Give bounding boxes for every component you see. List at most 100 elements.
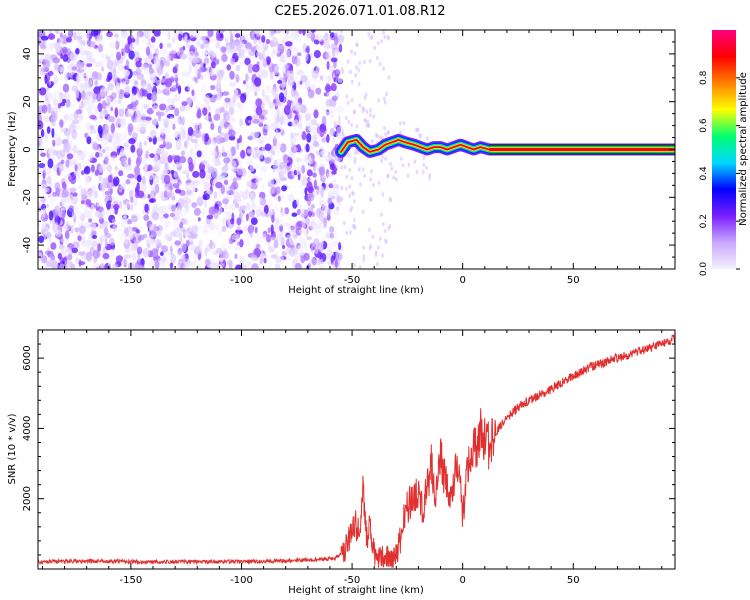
spectrogram-cell (58, 65, 66, 73)
spectrogram-cell (428, 172, 431, 178)
spectrogram-cell (85, 63, 93, 68)
spectrogram-cell (233, 88, 238, 95)
spectrogram-cell (306, 236, 312, 241)
spectrogram-cell (80, 100, 84, 109)
spectrogram-cell (135, 60, 142, 68)
spectrogram-cell (296, 69, 304, 76)
spectrogram-cell (380, 158, 384, 164)
x-tick-label: 50 (567, 575, 580, 586)
spectrogram-cell (204, 133, 209, 142)
spectrogram-cell (105, 96, 112, 106)
spectrogram-cell (358, 265, 362, 269)
spectrogram-cell (66, 64, 74, 72)
spectrogram-cell (167, 190, 175, 198)
spectrogram-cell (122, 69, 130, 77)
spectrogram-cell (218, 257, 224, 263)
spectrogram-cell (367, 32, 371, 37)
spectrogram-cell (89, 114, 97, 120)
spectrogram-cell (323, 217, 328, 228)
spectrogram-cell (177, 258, 184, 266)
spectrogram-cell (101, 66, 105, 72)
spectrogram-cell (307, 196, 312, 207)
spectrogram-cell (187, 198, 191, 208)
spectrogram-cell (94, 210, 101, 218)
spectrogram-cell (255, 106, 263, 116)
spectrogram-cell (96, 264, 100, 269)
spectrogram-cell (336, 34, 345, 44)
spectrogram-cell (269, 188, 273, 196)
spectrogram-cell (383, 100, 387, 105)
spectrogram-cell (382, 66, 385, 71)
spectrogram-cell (234, 33, 241, 38)
spectrogram-cell (38, 173, 41, 179)
spectrogram-cell (287, 162, 290, 167)
spectrogram-cell (63, 256, 68, 262)
spectrogram-cell (358, 103, 362, 108)
spectrogram-cell (94, 169, 100, 176)
spectrogram-cell (235, 64, 241, 72)
spectrogram-cell (313, 50, 321, 59)
spectrogram-cell (38, 140, 41, 147)
spectrogram-cell (112, 66, 117, 77)
spectrogram-cell (139, 264, 145, 269)
spectrogram-cell (92, 184, 97, 191)
spectrogram-cell (300, 208, 308, 218)
spectrogram-cell (54, 133, 60, 143)
spectrogram-cell (38, 166, 42, 175)
spectrogram-cell (249, 192, 256, 203)
spectrogram-cell (179, 53, 187, 60)
spectrogram-cell (205, 171, 209, 182)
spectrogram-cell (261, 49, 266, 60)
spectrogram-cell (163, 220, 170, 228)
spectrogram-cell (337, 78, 343, 83)
spectrogram-cell (273, 239, 279, 249)
spectrogram-cell (74, 227, 80, 233)
spectrogram-cell (179, 198, 184, 209)
spectrogram-cell (388, 223, 392, 229)
spectrogram-cell (191, 253, 199, 260)
spectrogram-cell (171, 99, 178, 104)
spectrogram-cell (154, 48, 159, 57)
spectrogram-cell (332, 229, 338, 240)
spectrogram-cell (380, 39, 383, 44)
spectrogram-cell (147, 194, 151, 199)
spectrogram-cell (200, 84, 207, 95)
spectrogram-cell (52, 228, 59, 236)
spectrogram-cell (310, 204, 315, 209)
spectrogram-cell (341, 132, 345, 137)
spectrogram-cell (153, 160, 161, 172)
spectrogram-cell (345, 174, 349, 180)
spectrogram-cell (302, 42, 307, 53)
spectrogram-cell (119, 232, 127, 241)
spectrogram-cell (219, 32, 224, 39)
spectrogram-cell (274, 203, 279, 211)
spectrogram-cell (149, 153, 155, 159)
spectrogram-cell (302, 30, 306, 36)
spectrogram-cell (106, 179, 114, 189)
spectrogram-cell (425, 165, 428, 170)
spectrogram-cell (75, 109, 83, 115)
spectrogram-cell (289, 194, 295, 203)
spectrogram-cell (83, 165, 91, 175)
spectrogram-cell (49, 42, 55, 49)
spectrogram-cell (77, 162, 82, 171)
spectrogram-cell (194, 141, 199, 150)
spectrogram-panel: -150 -100 -50 0 50 40 20 0 -20 -40 Height of stra… (7, 29, 676, 296)
spectrogram-cell (375, 133, 379, 138)
spectrogram-cell (186, 71, 190, 79)
spectrogram-cell (87, 190, 95, 201)
spectrogram-cell (224, 121, 228, 129)
spectrogram-cell (157, 190, 163, 200)
spectrogram-cell (48, 210, 54, 221)
spectrogram-cell (137, 254, 141, 264)
spectrogram-cell (272, 89, 276, 99)
spectrogram-cell (362, 245, 365, 250)
spectrogram-cell (112, 171, 118, 178)
spectrogram-cell (65, 98, 71, 108)
spectrogram-cell (220, 185, 225, 195)
spectrogram-cell (38, 147, 43, 154)
spectrogram-cell (260, 211, 267, 217)
spectrogram-cell (345, 230, 349, 236)
spectrogram-cell (372, 114, 376, 119)
spectrogram-cells (38, 30, 432, 269)
